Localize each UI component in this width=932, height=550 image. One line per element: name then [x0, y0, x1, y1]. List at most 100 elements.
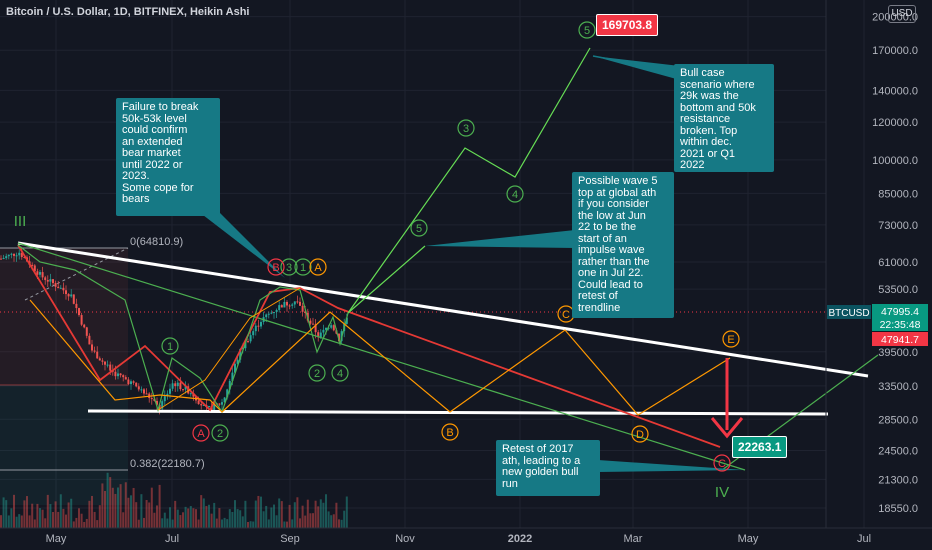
candle-body — [10, 253, 13, 255]
volume-bar — [249, 521, 252, 528]
volume-bar — [137, 519, 140, 528]
x-tick-label: Jul — [165, 533, 179, 545]
volume-bar — [286, 521, 288, 528]
volume-bar — [280, 501, 283, 528]
fib-zone-upper — [0, 248, 128, 385]
volume-bar — [312, 513, 314, 528]
volume-bar — [260, 496, 262, 528]
volume-bar — [132, 487, 135, 528]
volume-bar — [231, 511, 234, 528]
candle-body — [119, 373, 122, 376]
candle-body — [231, 372, 234, 381]
price-tags: BTCUSD 47995.422:35:48 47941.7 — [827, 304, 928, 346]
volume-bar — [327, 511, 330, 528]
x-tick-label: May — [46, 533, 67, 545]
volume-bar — [36, 503, 39, 528]
volume-bar — [28, 515, 31, 528]
candle-body — [150, 398, 153, 400]
volume-bar — [96, 520, 99, 528]
volume-bar — [330, 515, 333, 528]
volume-bar — [215, 518, 218, 528]
candle-body — [252, 331, 255, 336]
volume-bar — [163, 512, 166, 528]
candle-body — [187, 386, 190, 394]
wave-label-orange-E-circle — [722, 330, 740, 348]
candle-body — [101, 360, 104, 362]
volume-bar — [236, 509, 239, 528]
candle-body — [330, 325, 333, 328]
volume-bar — [161, 518, 164, 528]
candle-body — [104, 361, 106, 365]
candle-body — [249, 335, 252, 342]
candle-body — [23, 257, 26, 259]
volume-bar — [293, 502, 296, 528]
volume-bar — [83, 521, 86, 528]
candle-body — [169, 388, 171, 394]
callout-failure: Failure to break 50k-53k level could con… — [116, 98, 220, 216]
callout-pointer-bull-shape — [593, 56, 680, 80]
wave-label-green-1b: 1 — [300, 262, 306, 274]
y-tick-label: 73000.0 — [878, 220, 918, 232]
y-tick-label: 170000.0 — [872, 45, 918, 57]
callout-pointer-wave5 — [425, 230, 575, 248]
candle-body — [70, 294, 73, 297]
y-tick-label: 24500.0 — [878, 446, 918, 458]
y-tick-label: 85000.0 — [878, 188, 918, 200]
candle-body — [286, 301, 288, 306]
y-tick-label: 200000.0 — [872, 12, 918, 24]
candle-body — [182, 389, 184, 391]
candle-body — [31, 264, 34, 266]
descending-trendline — [17, 241, 869, 378]
price-axis-labels: 200000.0 170000.0 140000.0 120000.0 100000.0… — [872, 12, 918, 515]
wave-label-green-1b-circle — [294, 258, 312, 276]
candle-body — [91, 344, 93, 351]
volume-bar — [275, 515, 278, 528]
volume-bar — [135, 502, 138, 528]
volume-bar — [49, 504, 52, 528]
volume-bar — [195, 509, 197, 528]
candle-body — [158, 404, 161, 409]
volume-bar — [119, 484, 122, 528]
x-tick-label: May — [738, 533, 759, 545]
bull-path-green — [347, 47, 591, 314]
volume-bar — [145, 499, 148, 528]
wave-label-green-3-bull-circle — [457, 119, 475, 137]
candle-body — [202, 405, 205, 407]
wave-label-green-4-bull: 4 — [512, 189, 518, 201]
candle-body — [117, 373, 119, 377]
wave-label-green-4-bull-circle — [506, 185, 524, 203]
wave-label-green-5-alt: 5 — [416, 223, 422, 235]
candle-body — [291, 304, 294, 306]
x-tick-label: Nov — [395, 533, 415, 545]
volume-bar — [15, 516, 18, 528]
candle-body — [166, 393, 169, 397]
volume-bar — [273, 504, 275, 528]
candle-body — [80, 315, 83, 325]
volume-bar — [18, 514, 21, 528]
candle-body — [62, 287, 65, 291]
candle-body — [137, 386, 140, 390]
volume-bar — [88, 500, 91, 528]
y-tick-label: 100000.0 — [872, 155, 918, 167]
volume-bar — [345, 496, 348, 528]
fib-zone-lower — [0, 385, 128, 505]
volume-bar — [78, 508, 80, 528]
volume-bar — [257, 495, 260, 528]
candle-body — [319, 332, 322, 338]
candle-body — [267, 313, 270, 315]
callout-pointer-failure — [190, 205, 285, 278]
candle-body — [67, 294, 70, 297]
volume-bar — [270, 507, 273, 528]
volume-bar — [306, 499, 309, 528]
wave-label-red-B-circle — [267, 258, 285, 276]
candle-body — [2, 258, 5, 260]
candle-body — [176, 382, 179, 387]
currency-button[interactable]: USD — [888, 5, 916, 23]
volume-bar — [322, 502, 325, 528]
price-tag: 22:35:48 — [880, 319, 921, 331]
volume-bar — [202, 498, 205, 528]
volume-bar — [340, 519, 343, 528]
wave-label-green-3-bull: 3 — [463, 123, 469, 135]
callout-wave5: Possible wave 5 top at global ath if you… — [572, 172, 674, 318]
candle-body — [33, 265, 36, 272]
